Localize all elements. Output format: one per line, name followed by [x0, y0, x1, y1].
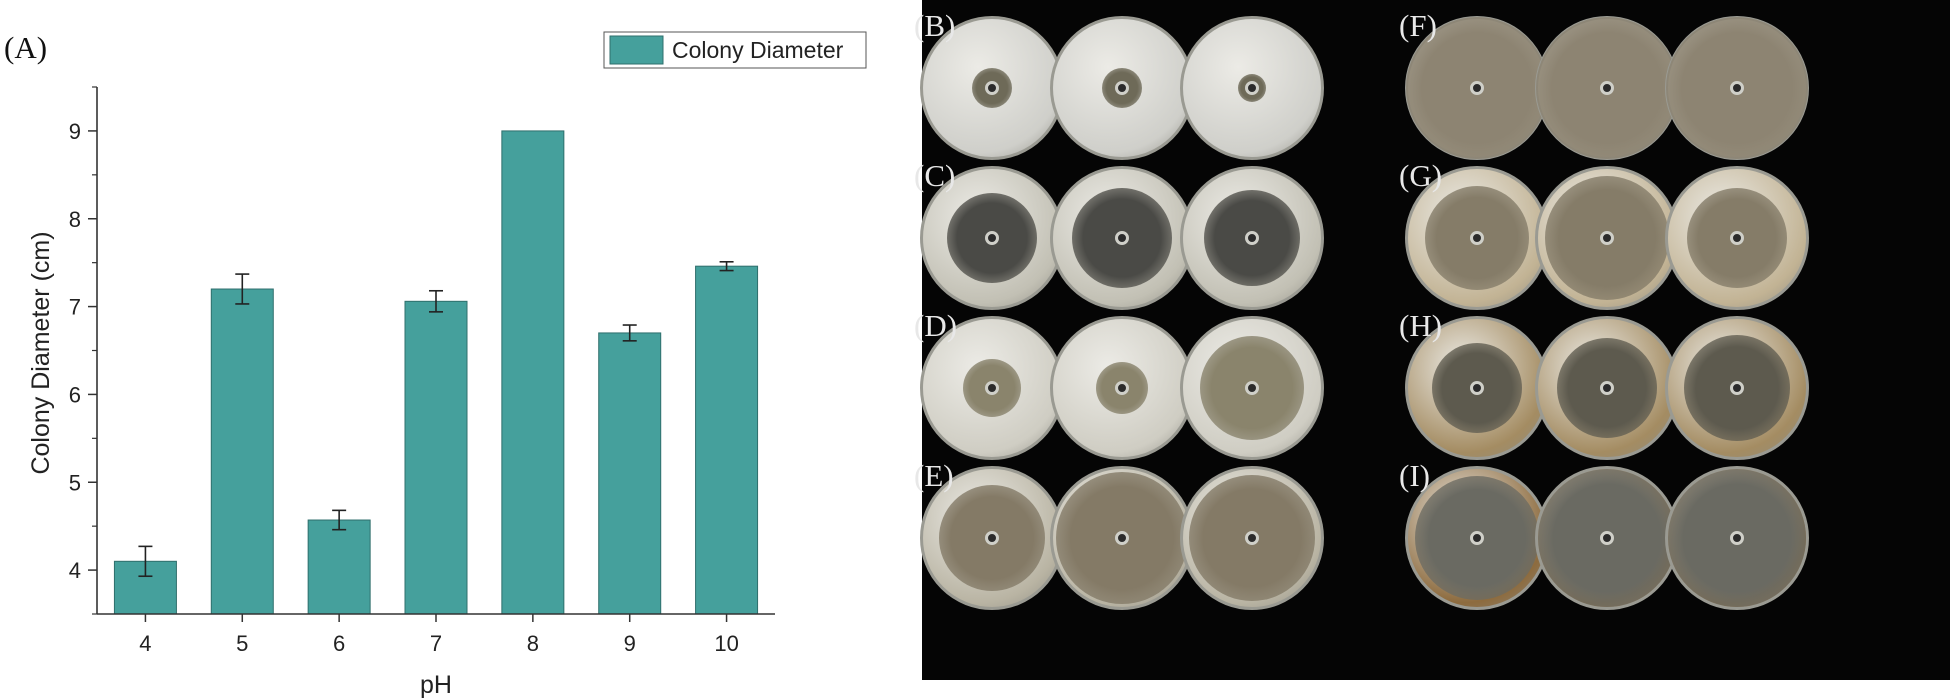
petri-dish — [1665, 166, 1809, 310]
bar-ph-9 — [598, 332, 662, 615]
x-tick-label: 4 — [139, 631, 151, 656]
inoculum-plug — [1115, 381, 1129, 395]
x-tick-label: 7 — [430, 631, 442, 656]
bar-ph-10 — [695, 265, 759, 615]
inoculum-plug — [1600, 531, 1614, 545]
petri-dish — [1180, 16, 1324, 160]
x-tick-label: 5 — [236, 631, 248, 656]
inoculum-plug — [985, 531, 999, 545]
panel-label: (F) — [1399, 8, 1437, 43]
y-tick-label: 8 — [69, 207, 81, 232]
bar-chart: (A) 4 5 6 7 8 9 10 4 5 6 7 8 9 pH Colony Diameter (c… — [4, 30, 867, 699]
legend-label: Colony Diameter — [672, 37, 844, 63]
y-tick-label: 9 — [69, 119, 81, 144]
legend: Colony Diameter — [603, 31, 867, 69]
panel-label: (H) — [1399, 308, 1443, 343]
error-bar-ph-7 — [429, 289, 443, 313]
bars-layer — [113, 130, 759, 615]
inoculum-plug — [1115, 81, 1129, 95]
petri-dish — [1665, 466, 1809, 610]
inoculum-plug — [1245, 381, 1259, 395]
petri-dish — [1535, 316, 1679, 460]
x-tick-label: 10 — [714, 631, 738, 656]
petri-dish — [1180, 166, 1324, 310]
error-bar-ph-6 — [332, 509, 347, 531]
petri-dish — [1180, 466, 1324, 610]
petri-dish — [920, 316, 1064, 460]
petri-dish — [1050, 466, 1194, 610]
panel-label: (D) — [914, 308, 958, 343]
petri-dish — [920, 16, 1064, 160]
y-tick-label: 6 — [69, 382, 81, 407]
error-bar-ph-10 — [719, 260, 734, 272]
petri-dish — [1180, 316, 1324, 460]
bar-ph-5 — [210, 288, 274, 615]
x-tick-label: 8 — [527, 631, 539, 656]
inoculum-plug — [985, 381, 999, 395]
inoculum-plug — [1470, 531, 1484, 545]
bar-ph-8 — [501, 130, 565, 615]
petri-dish — [1535, 166, 1679, 310]
inoculum-plug — [985, 231, 999, 245]
panel-label: (C) — [914, 158, 956, 193]
y-tick-label: 5 — [69, 470, 81, 495]
panel-label: (I) — [1399, 458, 1430, 493]
petri-dish — [1405, 166, 1549, 310]
inoculum-plug — [1115, 531, 1129, 545]
inoculum-plug — [1470, 381, 1484, 395]
inoculum-plug — [1115, 231, 1129, 245]
inoculum-plug — [1470, 81, 1484, 95]
inoculum-plug — [1245, 531, 1259, 545]
panel-label: (B) — [914, 8, 956, 43]
y-tick-label: 7 — [69, 295, 81, 320]
petri-dish — [1050, 16, 1194, 160]
inoculum-plug — [1730, 81, 1744, 95]
legend-swatch — [609, 35, 664, 65]
x-tick-label: 6 — [333, 631, 345, 656]
error-bar-ph-9 — [622, 324, 637, 342]
inoculum-plug — [1600, 81, 1614, 95]
bar-ph-7 — [404, 300, 468, 615]
inoculum-plug — [1245, 231, 1259, 245]
error-bar-ph-4 — [138, 545, 153, 578]
petri-dish — [920, 466, 1064, 610]
inoculum-plug — [1730, 531, 1744, 545]
inoculum-plug — [985, 81, 999, 95]
axes-layer: 4 5 6 7 8 9 10 4 5 6 7 8 9 — [69, 86, 775, 656]
petri-dish — [1050, 316, 1194, 460]
petri-dish — [920, 166, 1064, 310]
petri-dish — [1665, 316, 1809, 460]
y-axis-label: Colony Diameter (cm) — [27, 231, 55, 474]
inoculum-plug — [1730, 231, 1744, 245]
petri-dish — [1405, 316, 1549, 460]
bar-ph-6 — [307, 519, 371, 615]
petri-dish — [1535, 466, 1679, 610]
plate-photo-panel: (B) (C) (D) (E) (F) (G) (H) (I) — [914, 0, 1950, 680]
x-tick-label: 9 — [624, 631, 636, 656]
y-tick-label: 4 — [69, 558, 81, 583]
petri-dish — [1050, 166, 1194, 310]
x-axis-label: pH — [420, 671, 452, 699]
panel-label-a: (A) — [4, 30, 47, 65]
panel-label: (E) — [914, 458, 954, 493]
inoculum-plug — [1600, 231, 1614, 245]
petri-dish — [1665, 16, 1809, 160]
error-bar-ph-5 — [235, 273, 250, 305]
inoculum-plug — [1245, 81, 1259, 95]
petri-dish — [1535, 16, 1679, 160]
inoculum-plug — [1470, 231, 1484, 245]
petri-dish — [1405, 466, 1549, 610]
panel-label: (G) — [1399, 158, 1443, 193]
inoculum-plug — [1600, 381, 1614, 395]
inoculum-plug — [1730, 381, 1744, 395]
petri-dish — [1405, 16, 1549, 160]
